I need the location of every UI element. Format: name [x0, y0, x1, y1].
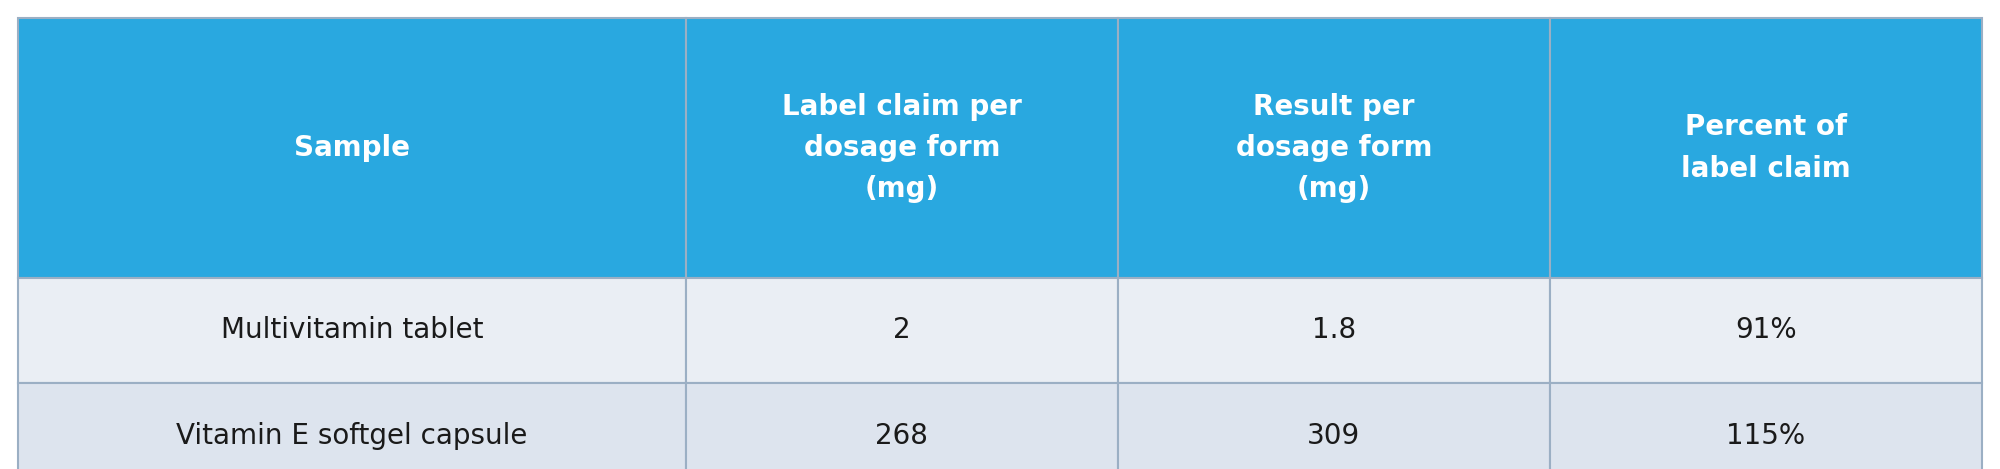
Bar: [686, 18, 1118, 278]
Bar: [18, 18, 686, 278]
Bar: [1118, 383, 1550, 469]
Bar: [1118, 18, 1550, 278]
Text: 2: 2: [892, 317, 910, 345]
Bar: [1118, 278, 1550, 383]
Bar: [18, 278, 686, 383]
Text: 91%: 91%: [1736, 317, 1796, 345]
Text: Label claim per
dosage form
(mg): Label claim per dosage form (mg): [782, 93, 1022, 203]
Text: Vitamin E softgel capsule: Vitamin E softgel capsule: [176, 422, 528, 449]
Text: Multivitamin tablet: Multivitamin tablet: [220, 317, 484, 345]
Bar: [1550, 278, 1982, 383]
Bar: [1550, 383, 1982, 469]
Bar: [18, 383, 686, 469]
Bar: [686, 383, 1118, 469]
Bar: [686, 278, 1118, 383]
Text: 1.8: 1.8: [1312, 317, 1356, 345]
Text: 309: 309: [1308, 422, 1360, 449]
Text: 268: 268: [876, 422, 928, 449]
Text: Percent of
label claim: Percent of label claim: [1682, 113, 1850, 182]
Text: Result per
dosage form
(mg): Result per dosage form (mg): [1236, 93, 1432, 203]
Text: Sample: Sample: [294, 134, 410, 162]
Bar: [1550, 18, 1982, 278]
Text: 115%: 115%: [1726, 422, 1806, 449]
